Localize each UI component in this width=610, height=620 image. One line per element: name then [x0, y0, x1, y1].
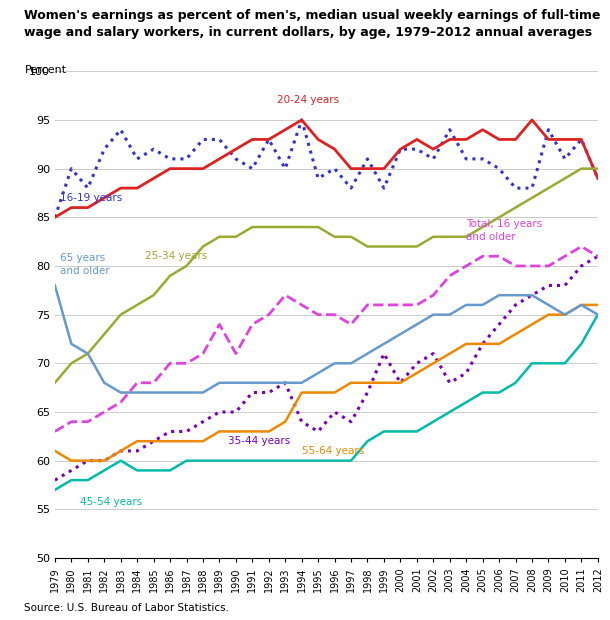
Text: Source: U.S. Bureau of Labor Statistics.: Source: U.S. Bureau of Labor Statistics. [24, 603, 229, 613]
Text: 25-34 years: 25-34 years [145, 251, 207, 261]
Text: Total, 16 years
and older: Total, 16 years and older [466, 219, 542, 242]
Text: Percent: Percent [24, 65, 66, 75]
Text: 45-54 years: 45-54 years [79, 497, 142, 507]
Text: Women's earnings as percent of men's, median usual weekly earnings of full-time: Women's earnings as percent of men's, me… [24, 9, 601, 22]
Text: 55-64 years: 55-64 years [302, 446, 364, 456]
Text: 65 years
and older: 65 years and older [60, 254, 109, 276]
Text: 20-24 years: 20-24 years [277, 95, 339, 105]
Text: wage and salary workers, in current dollars, by age, 1979–2012 annual averages: wage and salary workers, in current doll… [24, 26, 592, 39]
Text: 16-19 years: 16-19 years [60, 193, 122, 203]
Text: 35-44 years: 35-44 years [228, 436, 290, 446]
